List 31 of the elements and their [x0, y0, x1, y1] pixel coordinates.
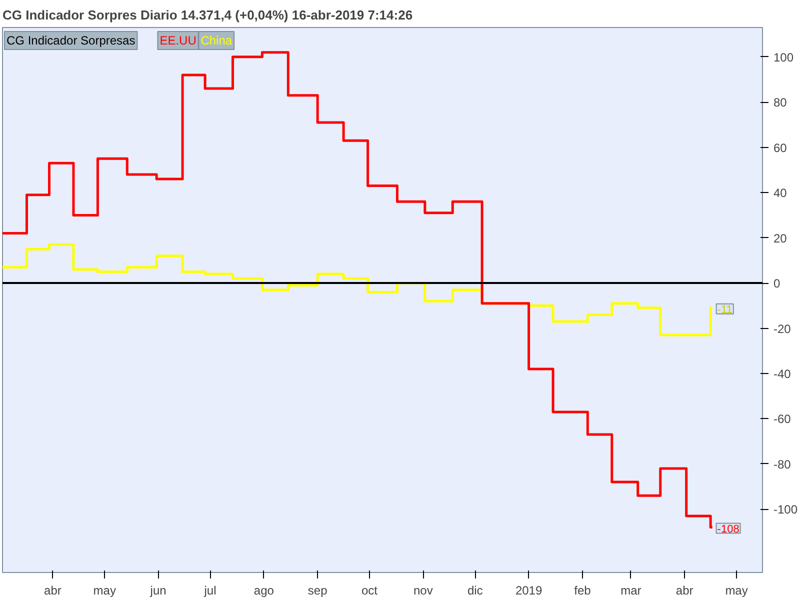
y-tick-label: -100	[774, 502, 798, 517]
x-tick-label: nov	[414, 584, 433, 598]
legend-title: CG Indicador Sorpresas	[6, 34, 136, 48]
text: China	[200, 34, 232, 48]
x-tick-label: feb	[574, 584, 592, 598]
y-tick-label: 100	[774, 50, 794, 64]
y-tick-label: 40	[774, 186, 788, 200]
y-tick-label: -80	[774, 457, 792, 472]
x-tick-label: may	[93, 584, 116, 598]
annotation: -108	[717, 523, 740, 536]
x-tick-label: oct	[362, 584, 378, 598]
x-tick-label: jul	[203, 584, 216, 598]
y-tick-label: -20	[774, 322, 792, 336]
y-tick-label: 80	[774, 96, 788, 110]
x-tick-label: ago	[254, 584, 274, 598]
x-tick-label: abr	[44, 584, 62, 598]
y-tick-label: 20	[774, 231, 788, 246]
x-tick-label: abr	[676, 584, 694, 598]
y-tick-label: 0	[774, 276, 780, 291]
chart-title: CG Indicador Sorpres Diario 14.371,4 (+0,04%) 16-abr-2019 7:14:26	[2, 8, 413, 22]
annotation: -11	[717, 304, 732, 316]
x-tick-label: sep	[308, 584, 328, 598]
text: EE.UU	[160, 34, 196, 48]
x-tick-label: may	[725, 584, 748, 598]
y-tick-label: -40	[774, 366, 792, 381]
y-tick-label: -60	[774, 412, 792, 426]
y-tick-label: 60	[774, 140, 788, 155]
x-tick-label: jun	[149, 584, 166, 598]
x-tick-label: 2019	[515, 584, 542, 598]
x-tick-label: dic	[467, 584, 483, 598]
x-tick-label: mar	[620, 584, 642, 598]
